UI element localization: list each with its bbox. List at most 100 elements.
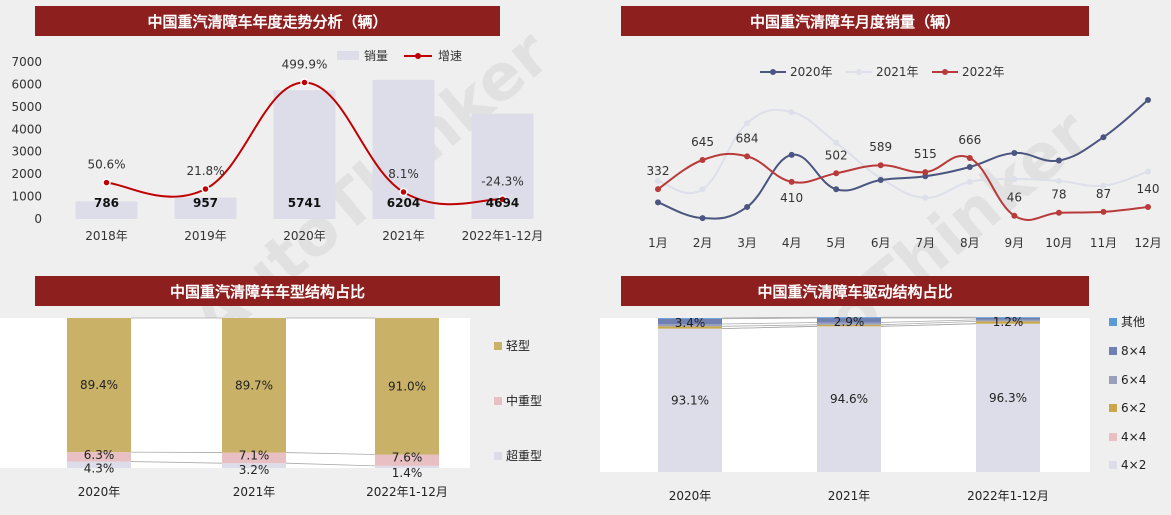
x-tick-label: 11月 [1090,236,1117,250]
series-connector [880,320,977,326]
x-tick-label: 4月 [782,236,802,250]
data-label: 140 [1137,182,1160,196]
y-tick-label: 7000 [11,55,42,69]
data-label: 589 [869,140,892,154]
series-point [788,109,795,116]
sales-label: 957 [193,196,218,210]
series-point [833,170,840,177]
sales-label: 4694 [486,196,519,210]
series-connector [880,319,977,323]
series-point [877,177,884,183]
series-connector [721,324,818,327]
x-tick-label: 8月 [960,236,980,250]
x-tick-label: 6月 [871,236,891,250]
legend-marker [415,53,421,59]
series-point [699,157,706,163]
sales-bar [75,201,138,219]
stack-segment [222,318,286,453]
panel-annual-trend: 中国重汽清障车年度走势分析（辆） 0 1000 2000 3000 4000 5000 60… [0,0,560,255]
stack-segment [817,326,881,472]
y-tick-label: 6000 [11,77,42,91]
legend-label: 8×4 [1121,344,1146,358]
series-connector [721,325,818,330]
series-point [788,178,795,185]
x-tick-label: 2021年 [828,489,871,503]
legend-swatch [494,342,502,350]
data-label: 96.3% [989,391,1027,405]
data-label: 94.6% [830,392,868,406]
y-tick-label: 3000 [11,145,42,159]
sales-bar [273,90,336,219]
data-label: 684 [736,131,759,145]
panel-monthly-sales: 中国重汽清障车月度销量（辆） 1月 2月 3月 4月 5月 6月 7月 8月 9月 10月 11月 1… [600,0,1171,255]
stack-segment [658,324,722,327]
x-tick-label: 12月 [1134,236,1161,250]
x-tick-label: 7月 [915,236,935,250]
series-point [1055,177,1062,184]
series-point [1100,182,1107,189]
stack-segment [67,318,131,453]
series-connector [880,323,977,327]
legend-label: 4×4 [1121,430,1146,444]
sales-bar [174,197,237,219]
stack-segment [658,318,722,325]
legend-swatch [494,397,502,405]
sales-label: 6204 [387,196,420,210]
legend-label: 6×4 [1121,373,1146,387]
growth-point [300,78,309,87]
series-point [1055,157,1062,164]
growth-point [102,178,111,187]
stack-segment [658,318,722,319]
growth-point [498,195,507,204]
x-tick-label: 2020年 [283,229,326,243]
legend-label: 销量 [364,49,388,63]
series-point [922,169,929,176]
series-line-2020年 [657,99,1149,220]
legend-marker [770,69,776,75]
legend-swatch [1109,461,1117,469]
monthly-sales-chart: 1月 2月 3月 4月 5月 6月 7月 8月 9月 10月 11月 12月 332 645 684 410 5… [647,65,1162,250]
x-tick-label: 2018年 [85,229,128,243]
series-point [922,194,929,201]
series-point [1100,208,1107,215]
legend-label: 2020年 [790,65,833,79]
stack-segment [222,452,286,464]
stack-segment [976,317,1040,318]
data-label: 89.7% [235,378,273,392]
data-label: 1.4% [392,466,423,480]
series-point [1011,212,1018,219]
growth-label: 8.1% [388,167,419,181]
series-point [1100,134,1107,141]
legend-label: 增速 [438,49,462,63]
series-point [922,173,929,180]
stack-segment [222,463,286,468]
x-tick-label: 3月 [737,236,757,250]
series-connector [721,316,818,319]
chart-title: 中国重汽清障车车型结构占比 [35,276,500,306]
stack-segment [67,461,131,468]
annual-trend-chart: 0 1000 2000 3000 4000 5000 6000 7000 2018年 2019年 2… [11,49,543,243]
stack-segment [817,317,881,318]
legend-swatch [1109,376,1117,384]
sales-label: 5741 [288,196,321,210]
drive-type-chart: 2020年 2021年 2022年1-12月 3.4% 2.9% 1.2% 93.1% 94.… [600,315,1146,503]
y-tick-label: 1000 [11,190,42,204]
legend-label: 其他 [1121,315,1145,329]
series-point [744,203,751,210]
x-tick-label: 2020年 [78,485,121,499]
growth-point [201,184,210,194]
legend-marker [942,69,948,75]
legend-label: 4×2 [1121,458,1146,472]
data-label: 7.6% [392,451,423,465]
series-point [788,151,795,158]
legend-marker [856,69,862,75]
stack-segment [375,454,439,466]
data-label: 93.1% [671,393,709,407]
y-tick-label: 4000 [11,122,42,136]
vehicle-type-chart: 2020年 2021年 2022年1-12月 89.4% 89.7% 91.0% 6.3% 7… [0,317,542,499]
x-tick-label: 2019年 [184,229,227,243]
data-label: 666 [958,133,981,147]
data-label: 91.0% [388,379,426,393]
series-point [699,186,706,193]
x-tick-label: 5月 [826,236,846,250]
